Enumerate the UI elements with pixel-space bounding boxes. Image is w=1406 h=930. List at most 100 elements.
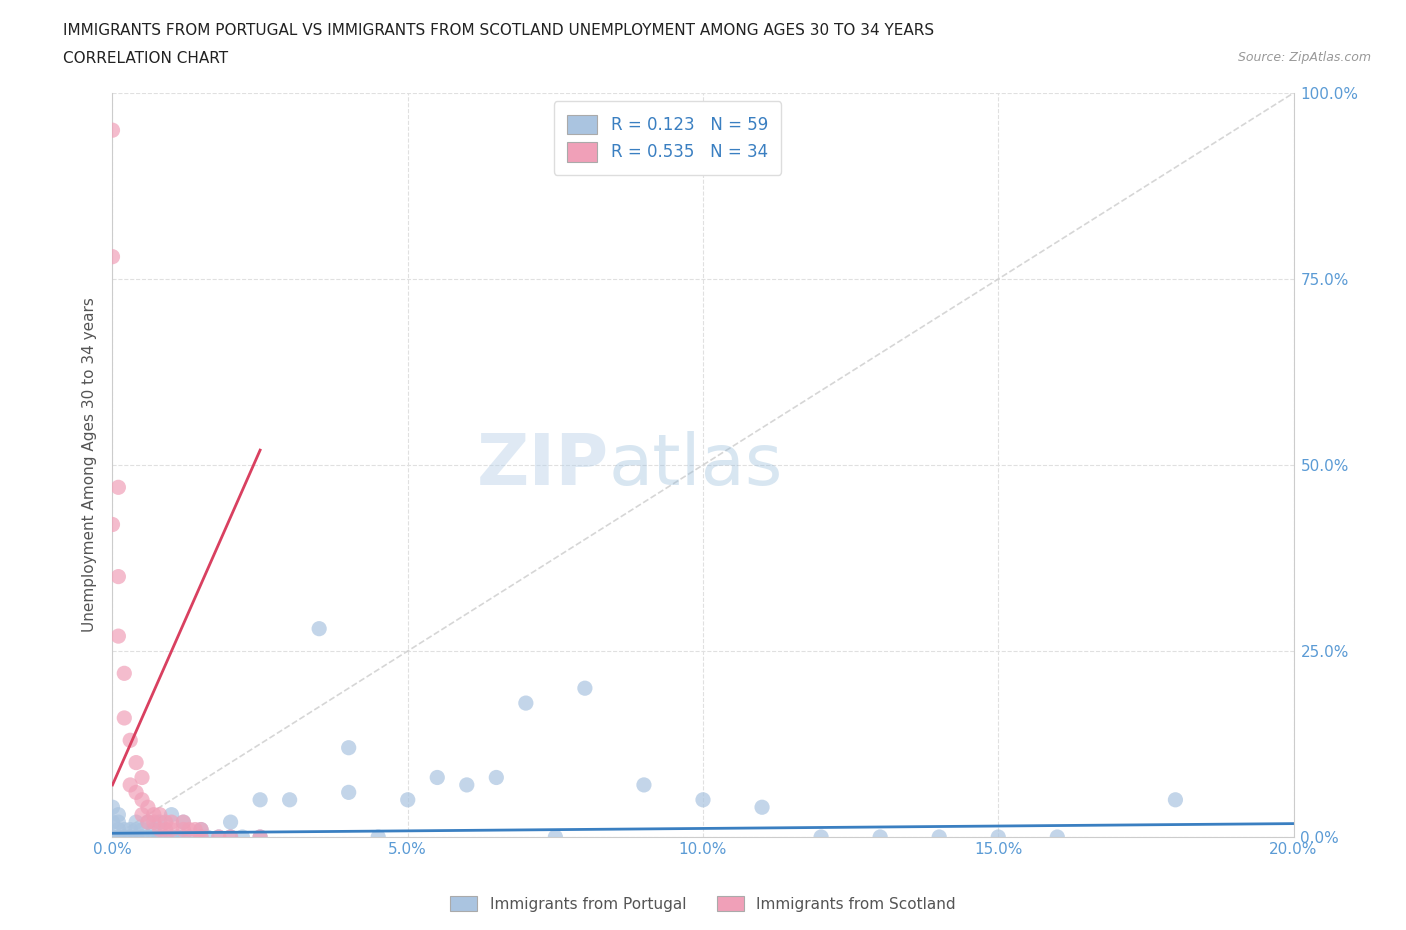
- Point: [160, 815, 183, 830]
- Point: [149, 807, 172, 822]
- Point: [149, 815, 172, 830]
- Legend: R = 0.123   N = 59, R = 0.535   N = 34: R = 0.123 N = 59, R = 0.535 N = 34: [554, 101, 782, 175]
- Point: [190, 822, 212, 837]
- Point: [172, 815, 194, 830]
- Point: [810, 830, 832, 844]
- Point: [278, 792, 301, 807]
- Point: [112, 830, 135, 844]
- Point: [633, 777, 655, 792]
- Point: [184, 822, 207, 837]
- Point: [155, 830, 177, 844]
- Point: [172, 815, 194, 830]
- Point: [426, 770, 449, 785]
- Point: [136, 815, 159, 830]
- Point: [142, 807, 165, 822]
- Point: [142, 830, 165, 844]
- Legend: Immigrants from Portugal, Immigrants from Scotland: Immigrants from Portugal, Immigrants fro…: [444, 889, 962, 918]
- Point: [120, 830, 142, 844]
- Point: [120, 733, 142, 748]
- Point: [101, 800, 124, 815]
- Point: [869, 830, 891, 844]
- Point: [131, 822, 153, 837]
- Point: [101, 815, 124, 830]
- Point: [120, 822, 142, 837]
- Point: [131, 807, 153, 822]
- Point: [172, 830, 194, 844]
- Point: [155, 815, 177, 830]
- Point: [125, 830, 148, 844]
- Text: atlas: atlas: [609, 431, 783, 499]
- Point: [219, 815, 242, 830]
- Point: [155, 822, 177, 837]
- Point: [125, 785, 148, 800]
- Point: [544, 830, 567, 844]
- Point: [107, 807, 129, 822]
- Point: [107, 815, 129, 830]
- Point: [219, 830, 242, 844]
- Point: [179, 822, 201, 837]
- Point: [308, 621, 330, 636]
- Point: [112, 711, 135, 725]
- Point: [208, 830, 231, 844]
- Point: [485, 770, 508, 785]
- Point: [219, 830, 242, 844]
- Point: [107, 830, 129, 844]
- Point: [120, 777, 142, 792]
- Text: ZIP: ZIP: [477, 431, 609, 499]
- Text: IMMIGRANTS FROM PORTUGAL VS IMMIGRANTS FROM SCOTLAND UNEMPLOYMENT AMONG AGES 30 : IMMIGRANTS FROM PORTUGAL VS IMMIGRANTS F…: [63, 23, 935, 38]
- Point: [208, 830, 231, 844]
- Point: [172, 822, 194, 837]
- Point: [149, 822, 172, 837]
- Point: [179, 830, 201, 844]
- Point: [125, 815, 148, 830]
- Point: [249, 830, 271, 844]
- Point: [337, 740, 360, 755]
- Point: [101, 517, 124, 532]
- Point: [160, 822, 183, 837]
- Point: [190, 830, 212, 844]
- Point: [101, 123, 124, 138]
- Point: [396, 792, 419, 807]
- Point: [101, 830, 124, 844]
- Point: [112, 666, 135, 681]
- Point: [751, 800, 773, 815]
- Point: [125, 822, 148, 837]
- Point: [136, 800, 159, 815]
- Point: [107, 822, 129, 837]
- Text: CORRELATION CHART: CORRELATION CHART: [63, 51, 228, 66]
- Point: [367, 830, 389, 844]
- Point: [515, 696, 537, 711]
- Point: [1164, 792, 1187, 807]
- Point: [131, 830, 153, 844]
- Point: [107, 480, 129, 495]
- Point: [456, 777, 478, 792]
- Point: [231, 830, 253, 844]
- Point: [136, 815, 159, 830]
- Point: [337, 785, 360, 800]
- Point: [142, 822, 165, 837]
- Point: [692, 792, 714, 807]
- Point: [195, 830, 218, 844]
- Point: [160, 807, 183, 822]
- Point: [107, 629, 129, 644]
- Point: [136, 830, 159, 844]
- Point: [166, 830, 188, 844]
- Point: [928, 830, 950, 844]
- Text: Source: ZipAtlas.com: Source: ZipAtlas.com: [1237, 51, 1371, 64]
- Point: [249, 792, 271, 807]
- Point: [190, 830, 212, 844]
- Point: [1046, 830, 1069, 844]
- Y-axis label: Unemployment Among Ages 30 to 34 years: Unemployment Among Ages 30 to 34 years: [82, 298, 97, 632]
- Point: [131, 770, 153, 785]
- Point: [131, 792, 153, 807]
- Point: [249, 830, 271, 844]
- Point: [190, 822, 212, 837]
- Point: [112, 822, 135, 837]
- Point: [574, 681, 596, 696]
- Point: [101, 249, 124, 264]
- Point: [987, 830, 1010, 844]
- Point: [107, 569, 129, 584]
- Point: [125, 755, 148, 770]
- Point: [149, 830, 172, 844]
- Point: [142, 815, 165, 830]
